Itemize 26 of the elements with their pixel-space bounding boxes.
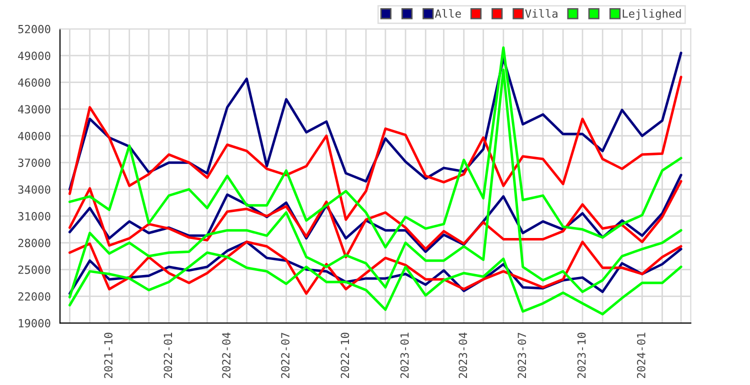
x-tick-label: 2023-10: [577, 332, 586, 378]
x-tick-label: 2023-04: [458, 332, 468, 378]
legend-label: Villa: [525, 9, 558, 18]
x-tick-label: 2022-04: [222, 332, 231, 378]
y-tick-label: 19000: [18, 319, 50, 328]
y-tick-label: 46000: [18, 78, 50, 87]
legend-label: Alle: [434, 9, 461, 18]
y-tick-label: 52000: [18, 24, 50, 34]
y-tick-label: 31000: [18, 212, 50, 220]
y-tick-label: 43000: [18, 105, 50, 114]
y-tick-label: 40000: [18, 132, 50, 140]
y-tick-label: 34000: [18, 185, 50, 194]
y-tick-label: 28000: [18, 238, 50, 248]
x-tick-label: 2023-01: [400, 332, 409, 378]
y-tick-label: 49000: [18, 52, 50, 60]
x-tick-label: 2023-07: [518, 332, 526, 378]
x-tick-label: 2022-07: [281, 332, 290, 378]
y-tick-label: 25000: [18, 266, 50, 274]
line-series: [68, 76, 682, 221]
x-tick-label: 2021-10: [104, 332, 113, 378]
x-tick-label: 2022-10: [340, 332, 350, 378]
x-tick-label: 2024-01: [636, 332, 646, 378]
legend-label: Lejlighed: [622, 9, 681, 20]
y-tick-label: 37000: [18, 158, 50, 167]
x-tick-label: 2022-01: [164, 332, 172, 378]
y-tick-label: 22000: [18, 292, 50, 301]
